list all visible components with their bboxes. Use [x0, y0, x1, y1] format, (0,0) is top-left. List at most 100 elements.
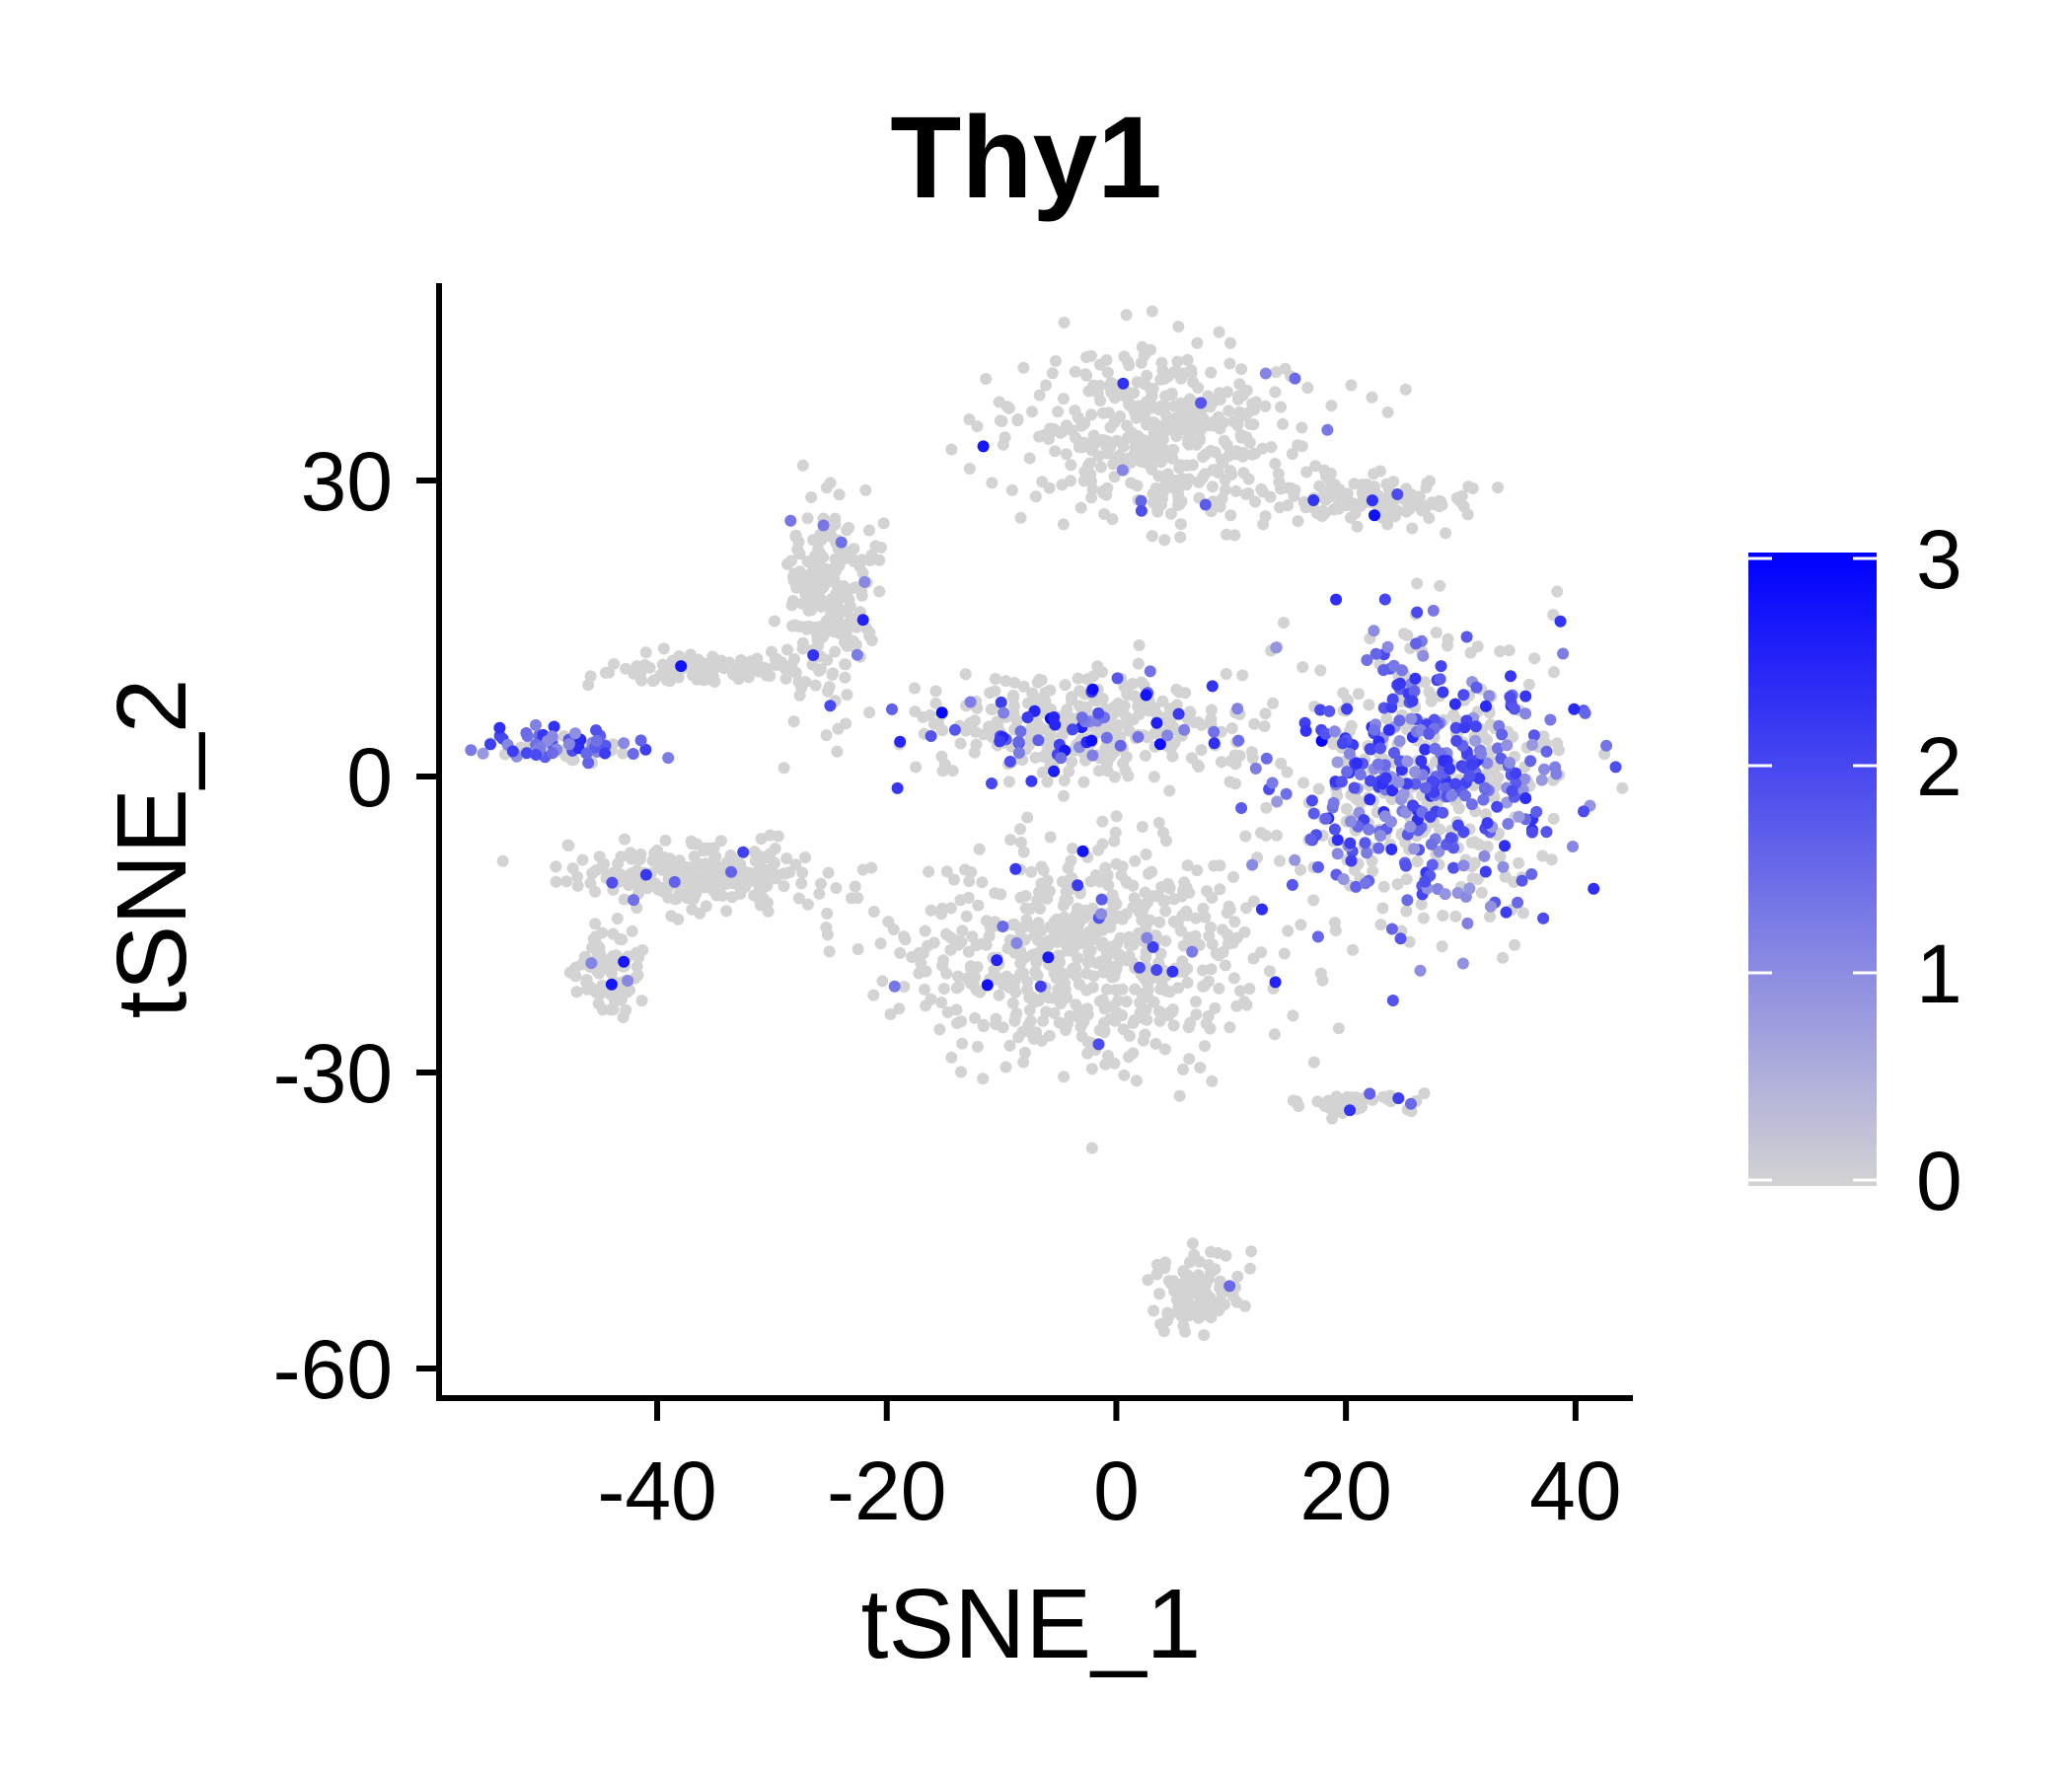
- cell-point: [1037, 1014, 1050, 1027]
- cell-point: [1399, 383, 1412, 396]
- cell-point: [1167, 1019, 1180, 1032]
- cell-point: [1369, 509, 1380, 522]
- cell-point: [956, 1037, 969, 1050]
- cell-point: [1159, 390, 1172, 403]
- colorbar-tick-label: 0: [1916, 1135, 1962, 1227]
- cell-point: [1147, 771, 1160, 783]
- cell-point: [933, 1023, 946, 1036]
- cell-point: [530, 718, 542, 731]
- cell-point: [1023, 452, 1036, 465]
- cell-point: [1353, 688, 1365, 701]
- cell-point: [1332, 482, 1345, 495]
- cell-point: [1408, 843, 1421, 855]
- cell-point: [1477, 793, 1490, 806]
- cell-point: [1072, 672, 1084, 685]
- cell-point: [1426, 858, 1439, 871]
- cell-point: [835, 619, 848, 631]
- cell-point: [927, 936, 940, 949]
- cell-point: [793, 565, 806, 578]
- cell-point: [1109, 984, 1122, 997]
- cell-point: [1319, 727, 1332, 740]
- cell-point: [1291, 1095, 1303, 1108]
- cell-point: [627, 871, 639, 884]
- cell-point: [1206, 481, 1219, 493]
- cell-point: [1479, 865, 1492, 878]
- cell-point: [1091, 660, 1104, 673]
- cell-point: [1260, 801, 1273, 814]
- cell-point: [839, 671, 851, 684]
- cell-point: [1129, 690, 1141, 703]
- cell-point: [1208, 737, 1221, 750]
- cell-point: [909, 682, 921, 695]
- cell-point: [991, 973, 1003, 986]
- cell-point: [1093, 358, 1106, 371]
- cell-point: [1025, 775, 1038, 787]
- cell-point: [1443, 763, 1456, 776]
- cell-point: [863, 524, 875, 537]
- cell-point: [1057, 393, 1070, 406]
- cell-point: [1299, 724, 1312, 737]
- y-tick-label: -60: [273, 1323, 393, 1416]
- cell-point: [1502, 818, 1515, 830]
- cell-point: [858, 575, 871, 588]
- cell-point: [1092, 706, 1105, 719]
- cell-point: [1092, 450, 1105, 463]
- cell-point: [790, 581, 803, 594]
- cell-point: [1240, 902, 1253, 915]
- cell-point: [1114, 931, 1127, 944]
- cell-point: [1146, 305, 1158, 318]
- cell-point: [1321, 423, 1334, 436]
- cell-point: [1325, 400, 1338, 412]
- cell-point: [1270, 641, 1283, 654]
- cell-point: [1535, 774, 1548, 786]
- cell-point: [1231, 703, 1244, 715]
- cell-point: [1114, 410, 1127, 422]
- cell-point: [1458, 721, 1471, 734]
- cell-point: [969, 1011, 982, 1024]
- cell-point: [1009, 862, 1022, 875]
- cell-point: [1007, 689, 1020, 702]
- cell-point: [831, 745, 844, 758]
- cell-point: [835, 536, 848, 549]
- cell-point: [1297, 777, 1310, 789]
- cell-point: [789, 666, 802, 679]
- cell-point: [1095, 461, 1107, 474]
- cell-point: [737, 846, 750, 858]
- cell-point: [1319, 812, 1332, 825]
- cell-point: [1056, 479, 1069, 491]
- cell-point: [793, 689, 806, 702]
- cell-point: [1434, 673, 1446, 686]
- cell-point: [1363, 699, 1375, 711]
- cell-point: [1125, 477, 1138, 489]
- cell-point: [607, 927, 620, 940]
- cell-point: [1513, 856, 1525, 869]
- cell-point: [1078, 436, 1091, 449]
- cell-point: [874, 937, 887, 950]
- y-tick-label: 0: [346, 731, 393, 824]
- cell-point: [1286, 448, 1298, 461]
- cell-point: [1142, 1274, 1154, 1287]
- cell-point: [1142, 978, 1154, 991]
- cell-point: [1229, 484, 1242, 497]
- cell-point: [821, 928, 834, 941]
- cell-point: [1152, 816, 1165, 829]
- cell-point: [989, 887, 1001, 900]
- cell-point: [963, 875, 976, 887]
- cell-point: [772, 830, 784, 843]
- cell-point: [1197, 964, 1209, 977]
- cell-point: [1092, 1038, 1105, 1051]
- cell-point: [1307, 1056, 1320, 1069]
- cell-point: [1234, 985, 1246, 998]
- x-tick-label: 40: [1529, 1444, 1621, 1537]
- cell-point: [1157, 1325, 1170, 1338]
- cell-point: [1537, 730, 1550, 743]
- cell-point: [1199, 1040, 1211, 1053]
- cell-point: [1092, 765, 1105, 777]
- cell-point: [1551, 585, 1564, 598]
- cell-point: [929, 698, 942, 709]
- cell-point: [1335, 776, 1348, 788]
- cell-point: [1517, 907, 1529, 920]
- cell-point: [1378, 593, 1391, 606]
- cell-point: [611, 913, 624, 925]
- cell-point: [1198, 1329, 1211, 1342]
